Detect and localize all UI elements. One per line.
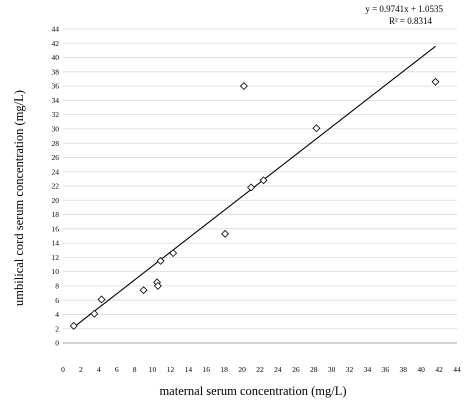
y-tick-label: 14 [52, 239, 60, 248]
x-tick-label: 24 [274, 365, 282, 374]
y-tick-label: 2 [55, 324, 59, 333]
data-point [221, 229, 230, 238]
x-tick-label: 44 [453, 365, 461, 374]
x-tick-label: 40 [417, 365, 425, 374]
y-axis-title: umbilical cord serum concentration (mg/L… [12, 90, 26, 306]
x-tick-label: 14 [185, 365, 193, 374]
data-point [431, 77, 440, 86]
x-tick-label: 4 [97, 365, 101, 374]
y-tick-label: 30 [52, 125, 60, 134]
y-tick-label: 24 [52, 167, 60, 176]
trendline [73, 45, 436, 328]
y-tick-labels: 0246810121416182022242628303234363840424… [52, 25, 60, 348]
x-tick-label: 26 [292, 365, 300, 374]
x-tick-label: 2 [79, 365, 83, 374]
x-tick-label: 38 [400, 365, 408, 374]
x-tick-label: 6 [115, 365, 119, 374]
data-point [139, 286, 148, 295]
x-axis-title: maternal serum concentration (mg/L) [159, 384, 346, 398]
data-point [153, 281, 162, 290]
y-tick-label: 34 [52, 96, 60, 105]
x-tick-label: 34 [364, 365, 372, 374]
x-tick-label: 16 [203, 365, 211, 374]
y-tick-label: 20 [52, 196, 60, 205]
y-tick-label: 44 [52, 25, 60, 34]
data-point [247, 183, 256, 192]
y-tick-label: 10 [52, 267, 60, 276]
data-points [69, 77, 440, 330]
x-tick-label: 42 [435, 365, 443, 374]
y-tick-label: 22 [52, 182, 60, 191]
x-tick-label: 32 [346, 365, 354, 374]
x-tick-label: 22 [256, 365, 264, 374]
y-tick-label: 18 [52, 210, 60, 219]
y-tick-label: 38 [52, 67, 60, 76]
y-tick-label: 16 [52, 224, 60, 233]
x-tick-label: 10 [149, 365, 157, 374]
x-tick-labels: 0 2 4 6 8 10 12 14 16 18 20 22 24 26 28 30 32 34 36 38 40 42 4… [61, 365, 461, 374]
data-point [169, 249, 178, 258]
y-tick-label: 0 [55, 339, 59, 348]
data-point [312, 124, 321, 133]
y-tick-label: 26 [52, 153, 60, 162]
y-tick-label: 36 [52, 82, 60, 91]
y-tick-label: 12 [52, 253, 60, 262]
x-tick-label: 36 [382, 365, 390, 374]
x-tick-label: 18 [220, 365, 228, 374]
x-tick-label: 28 [310, 365, 318, 374]
trendline-equation: y = 0.9741x + 1.0535 [365, 4, 443, 14]
data-point [239, 82, 248, 91]
data-point [97, 295, 106, 304]
y-tick-label: 32 [52, 110, 60, 119]
data-point [259, 176, 268, 185]
y-tick-label: 6 [55, 296, 59, 305]
x-tick-label: 30 [328, 365, 336, 374]
x-tick-label: 12 [167, 365, 175, 374]
y-tick-label: 4 [55, 310, 59, 319]
r-squared-label: R² = 0.8314 [389, 16, 433, 26]
y-tick-label: 42 [52, 39, 60, 48]
data-point [69, 321, 78, 330]
data-point [90, 309, 99, 318]
gridlines [63, 28, 457, 330]
data-point [156, 256, 165, 265]
x-tick-label: 8 [133, 365, 137, 374]
y-tick-label: 28 [52, 139, 60, 148]
y-tick-label: 8 [55, 282, 59, 291]
x-tick-label: 20 [238, 365, 246, 374]
x-tick-label: 0 [61, 365, 65, 374]
y-tick-label: 40 [52, 53, 60, 62]
